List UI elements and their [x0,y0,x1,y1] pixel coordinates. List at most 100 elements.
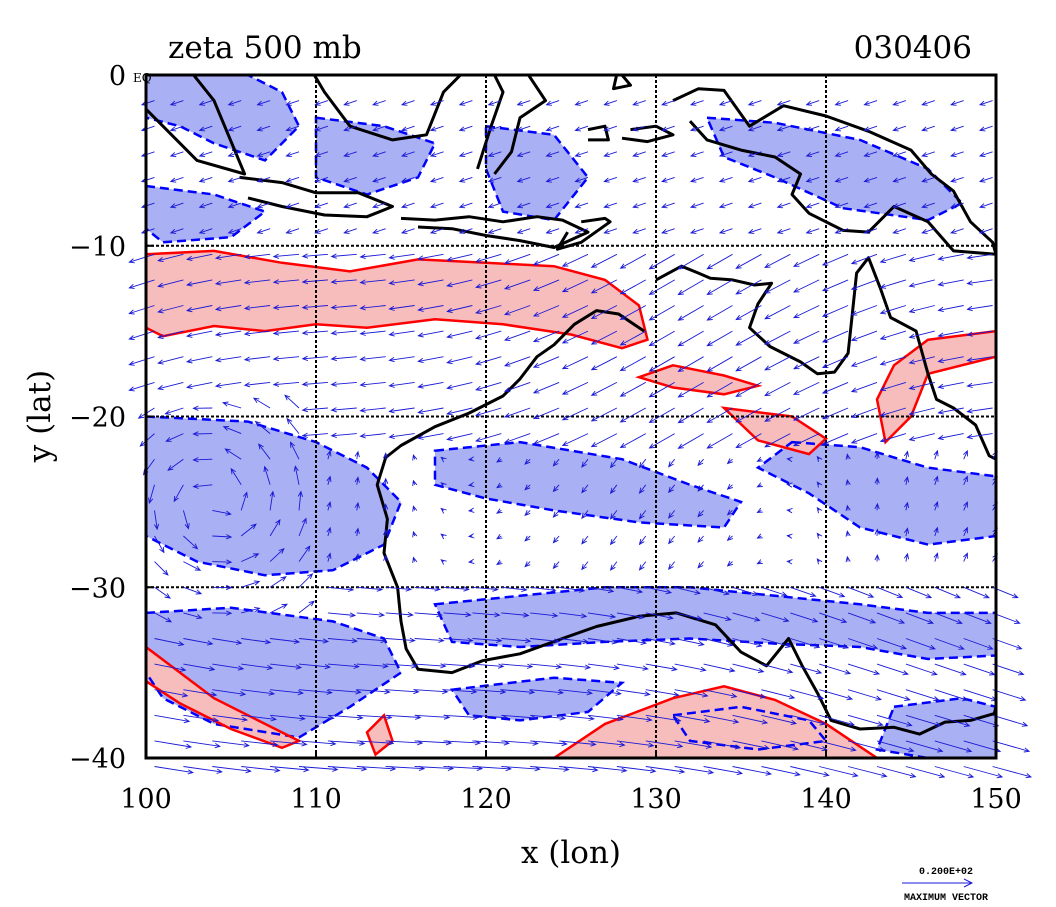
wind-vector [412,454,418,461]
wind-vector [212,638,243,645]
wind-vector [876,586,904,599]
wind-vector [616,740,655,748]
wind-vector [677,305,704,321]
positive-vorticity-fill-layer [146,250,996,758]
y-tick-label: −20 [69,403,126,434]
wind-vector [706,279,733,296]
wind-vector [472,714,509,720]
wind-vector [581,561,589,571]
wind-vector [240,523,257,537]
wind-vector [963,638,994,650]
wind-vector [169,176,184,183]
wind-vector [285,151,300,157]
wind-vector [677,356,704,372]
wind-vector [327,740,366,746]
wind-vector [400,228,415,234]
wind-vector [243,356,271,362]
wind-vector [735,433,762,449]
wind-vector [272,279,300,285]
wind-vector [183,586,203,595]
wind-vector [383,503,389,511]
wind-vector [501,612,530,618]
negative-vorticity-region [452,677,622,721]
wind-vector [706,305,733,321]
wind-vector [388,356,415,363]
wind-vector [298,517,307,537]
wind-vector [747,176,762,183]
wind-vector [963,586,990,599]
wind-vector [805,125,820,132]
wind-vector [761,689,796,700]
wind-vector [790,740,828,752]
wind-vector [668,458,676,468]
wind-vector [359,433,386,439]
wind-vector [756,507,763,514]
wind-vector [863,228,878,234]
wind-vector [475,305,502,315]
wind-vector [417,330,444,338]
wind-vector [892,228,907,234]
wind-vector [661,202,675,209]
wind-vector [458,125,473,132]
wind-vector [718,176,733,183]
wind-vector [183,714,220,723]
positive-vorticity-contour [720,406,829,456]
wind-vector [677,330,704,347]
wind-vector [154,740,193,749]
wind-vector [412,505,418,512]
positive-vorticity-region [639,365,758,395]
wind-vector [532,305,560,317]
wind-vector [388,330,415,337]
wind-vector [524,561,531,568]
wind-vector [388,433,415,440]
wind-vector [863,151,878,157]
y-tick-label: −10 [69,232,126,263]
wind-vector [821,381,849,394]
wind-vector [732,612,761,622]
wind-vector [876,714,913,727]
wind-vector [816,455,823,462]
wind-vector [545,176,560,183]
wind-vector [183,689,218,697]
wind-vector [417,381,444,389]
wind-vector [198,228,213,234]
coastline [672,87,996,256]
wind-vector [978,125,993,132]
wind-vector [314,151,329,157]
wind-vector [503,407,531,418]
wind-vector [792,279,820,293]
wind-vector [735,330,762,346]
wind-vector [503,433,531,444]
wind-vector [561,279,589,293]
wind-vector [697,484,704,492]
wind-vector [297,490,304,511]
wind-vector [327,586,355,592]
wind-vector [735,382,762,397]
wind-vector [674,586,701,595]
wind-vector [417,279,444,287]
wind-vector [285,228,300,234]
wind-vector [966,407,993,414]
wind-vector [327,663,360,669]
wind-vector [343,228,357,234]
wind-vector [761,766,801,777]
wind-vector [845,555,851,563]
wind-vector [950,202,964,209]
wind-vector [289,441,300,460]
map-title: zeta 500 mb [168,30,362,66]
wind-vector [764,253,791,269]
wind-vector [503,279,531,290]
wind-vector [703,766,744,776]
wind-vector [270,638,301,645]
wind-vector [298,714,335,721]
wind-vector [905,689,940,702]
wind-vector [847,766,888,778]
wind-vector [574,228,589,234]
wind-vector [761,714,798,725]
wind-vector [648,305,675,321]
wind-vector [545,228,560,234]
wind-vector [764,382,791,397]
wind-vector [790,586,817,597]
wind-vector [908,330,935,339]
wind-vector [603,176,618,183]
